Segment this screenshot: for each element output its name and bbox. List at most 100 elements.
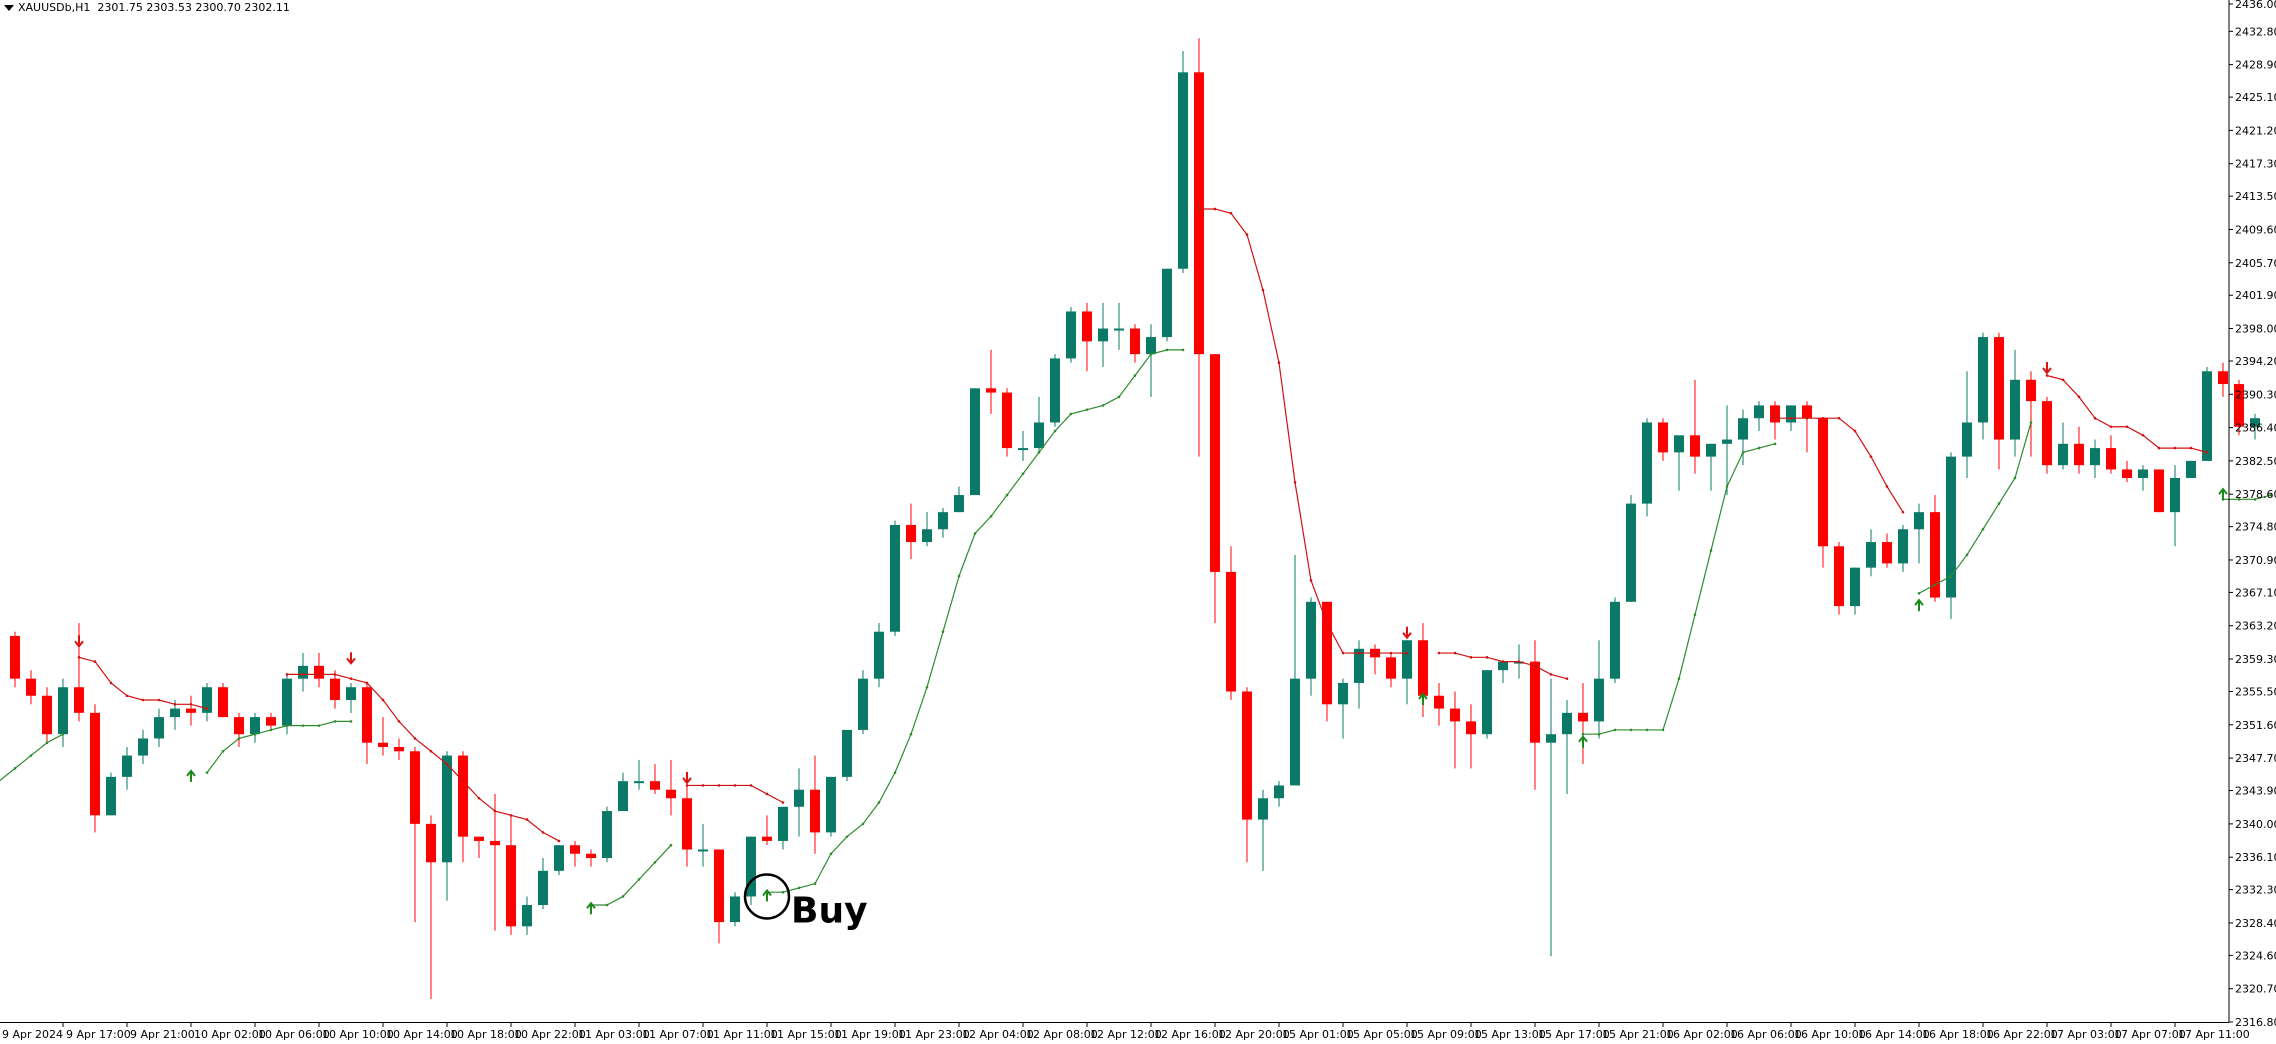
candle-body	[1850, 567, 1860, 607]
candle-body	[234, 717, 244, 735]
candle-body	[970, 388, 980, 496]
candle-body	[554, 845, 564, 871]
support-line-dot	[205, 771, 209, 774]
price-tick-label: 2428.90	[2235, 59, 2276, 72]
candle-body	[314, 665, 324, 679]
price-tick-label: 2363.20	[2235, 620, 2276, 633]
resistance-line-dot	[1853, 429, 1857, 433]
resistance-line-dot	[2109, 425, 2113, 429]
candle-body	[714, 849, 724, 923]
support-line-dot	[877, 801, 881, 804]
support-line-dot	[845, 835, 849, 838]
candle-body	[346, 687, 356, 701]
time-tick-label: 15 Apr 21:00	[1602, 1028, 1674, 1041]
candle-body	[1722, 439, 1732, 444]
resistance-line	[1775, 417, 1904, 513]
resistance-line-dot	[77, 656, 81, 659]
resistance-line-dot	[1405, 651, 1409, 655]
candle-body	[1434, 695, 1444, 709]
candle-body	[2074, 443, 2084, 466]
support-line	[0, 733, 64, 782]
candle-body	[1482, 670, 1492, 735]
resistance-line-dot	[365, 681, 369, 685]
candle-body	[106, 776, 116, 816]
resistance-line-dot	[1901, 510, 1905, 514]
candle-body	[1658, 422, 1668, 453]
candle-body	[362, 687, 372, 743]
candle-body	[1098, 328, 1108, 342]
candle-body	[890, 524, 900, 632]
candle-body	[1898, 529, 1908, 564]
time-tick-label: 12 Apr 16:00	[1154, 1028, 1226, 1041]
sell-arrow-icon	[682, 771, 692, 785]
time-tick-label: 9 Apr 21:00	[130, 1028, 195, 1041]
support-line	[2223, 494, 2272, 500]
time-tick-label: 16 Apr 06:00	[1730, 1028, 1802, 1041]
candle-body	[42, 695, 52, 735]
price-tick-label: 2340.00	[2235, 818, 2276, 831]
resistance-line-dot	[285, 673, 289, 676]
candle-body	[538, 870, 548, 905]
support-line-dot	[829, 852, 833, 856]
price-tick-label: 2436.00	[2235, 0, 2276, 11]
candle-body	[2058, 443, 2068, 466]
support-line-dot	[973, 532, 977, 535]
time-tick-label: 11 Apr 11:00	[706, 1028, 778, 1041]
candle-body	[2106, 448, 2116, 470]
support-line-dot	[893, 771, 897, 774]
resistance-line-dot	[349, 677, 353, 680]
time-tick-label: 16 Apr 18:00	[1922, 1028, 1994, 1041]
resistance-line-dot	[1277, 361, 1281, 364]
support-line-dot	[1581, 732, 1585, 736]
time-tick-label: 10 Apr 18:00	[450, 1028, 522, 1041]
candle-body	[1450, 708, 1460, 722]
support-line-dot	[989, 515, 993, 518]
chevron-down-icon[interactable]	[4, 5, 14, 11]
support-line-dot	[2013, 476, 2017, 480]
candle-body	[2202, 371, 2212, 461]
candle-body	[1498, 661, 1508, 671]
support-line-dot	[1133, 374, 1137, 377]
candle-body	[1706, 443, 1716, 457]
resistance-line-dot	[749, 784, 753, 787]
support-line	[591, 844, 672, 906]
candle-body	[426, 823, 436, 863]
resistance-line-dot	[2141, 433, 2145, 437]
support-line-dot	[1661, 728, 1665, 732]
buy-arrow-icon	[1578, 735, 1588, 748]
candle-body	[1242, 691, 1252, 820]
candle-body	[1178, 72, 1188, 269]
support-line-dot	[941, 630, 945, 634]
candle-body	[1642, 422, 1652, 504]
candle-body	[74, 687, 84, 713]
candle-body	[10, 635, 20, 679]
candle-body	[922, 529, 932, 543]
support-line-dot	[861, 822, 865, 826]
buy-circle	[743, 873, 791, 920]
candle-body	[1786, 405, 1796, 423]
support-line-dot	[1165, 348, 1169, 352]
resistance-line-dot	[397, 720, 401, 723]
support-line-dot	[813, 882, 817, 885]
candle-body	[1690, 435, 1700, 457]
support-line-dot	[1645, 728, 1649, 732]
candle-body	[1338, 682, 1348, 705]
resistance-line-dot	[1469, 656, 1473, 659]
candle-body	[2234, 384, 2244, 427]
support-line-dot	[1085, 408, 1089, 411]
support-line-dot	[605, 903, 609, 907]
support-line-dot	[1917, 591, 1921, 595]
candle-body	[2154, 469, 2164, 513]
time-tick-label: 10 Apr 10:00	[322, 1028, 394, 1041]
resistance-line-dot	[2157, 446, 2161, 450]
resistance-line-dot	[1821, 416, 1825, 420]
resistance-line-dot	[477, 796, 481, 800]
candle-body	[1994, 337, 2004, 440]
support-line-dot	[2253, 498, 2257, 501]
candle-body	[2170, 477, 2180, 513]
candle-body	[586, 853, 596, 859]
price-tick-label: 2324.60	[2235, 949, 2276, 962]
support-line-dot	[13, 767, 17, 770]
resistance-line-dot	[1533, 664, 1537, 668]
